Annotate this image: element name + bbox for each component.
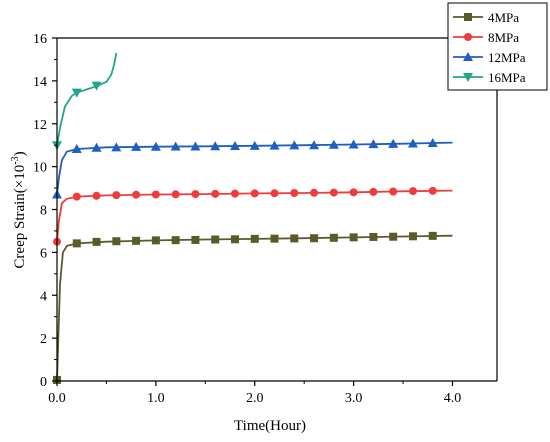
axes: [56, 37, 498, 382]
y-tick-label: 2: [40, 332, 47, 347]
data-point-8mpa: [310, 188, 319, 197]
data-point-16mpa: [71, 88, 82, 98]
data-point-8mpa: [171, 190, 180, 199]
data-point-12mpa: [368, 139, 379, 149]
ticks: 0.0 1.0 2.0 3.0 4.0 0 2 4 6 8 10 12 14 16: [33, 32, 461, 406]
data-point-4mpa: [132, 236, 141, 245]
data-point-8mpa: [369, 187, 378, 196]
series-4mpa: [53, 231, 453, 384]
data-point-8mpa: [191, 190, 200, 199]
data-point-4mpa: [211, 235, 220, 244]
y-axis-title-main: Creep Strain(×10: [12, 165, 28, 269]
y-tick-label: 6: [40, 246, 47, 261]
series-12mpa: [52, 138, 453, 199]
x-tick-label: 3.0: [345, 391, 363, 406]
data-point-8mpa: [389, 187, 398, 196]
data-point-8mpa: [230, 189, 239, 198]
data-point-12mpa: [348, 139, 359, 149]
data-point-12mpa: [131, 141, 142, 151]
series-line-16mpa: [56, 52, 118, 146]
x-tick-label: 2.0: [246, 391, 264, 406]
data-point-12mpa: [150, 141, 161, 151]
legend-marker: [464, 33, 472, 41]
data-point-8mpa: [428, 186, 437, 195]
data-point-8mpa: [112, 191, 121, 200]
legend-marker: [464, 13, 472, 21]
legend-label: 16MPa: [488, 70, 526, 85]
legend-label: 12MPa: [488, 50, 526, 65]
data-point-4mpa: [290, 234, 299, 243]
data-point-4mpa: [389, 232, 398, 241]
y-axis-title-close: ): [12, 151, 28, 156]
legend-label: 4MPa: [488, 10, 519, 25]
data-point-4mpa: [408, 232, 417, 241]
data-point-12mpa: [249, 140, 260, 150]
y-tick-label: 16: [33, 32, 47, 47]
data-point-4mpa: [428, 231, 437, 240]
y-tick-label: 14: [33, 75, 47, 90]
data-point-4mpa: [191, 235, 200, 244]
data-point-4mpa: [92, 237, 101, 246]
data-point-4mpa: [349, 233, 358, 242]
y-tick-label: 8: [40, 204, 47, 219]
data-point-4mpa: [250, 234, 259, 243]
data-point-8mpa: [349, 188, 358, 197]
data-point-4mpa: [171, 236, 180, 245]
x-tick-label: 4.0: [444, 391, 462, 406]
data-point-8mpa: [270, 189, 279, 198]
legend-label: 8MPa: [488, 30, 519, 45]
data-point-8mpa: [329, 188, 338, 197]
x-axis-title: Time(Hour): [234, 418, 306, 434]
legend-marker: [463, 52, 473, 61]
data-point-4mpa: [270, 234, 279, 243]
data-point-12mpa: [71, 144, 82, 154]
data-point-12mpa: [427, 138, 438, 148]
data-point-12mpa: [229, 141, 240, 151]
data-point-8mpa: [250, 189, 259, 198]
data-point-12mpa: [289, 140, 300, 150]
data-point-4mpa: [329, 233, 338, 242]
data-point-8mpa: [132, 190, 141, 199]
data-point-12mpa: [91, 142, 102, 152]
data-point-8mpa: [290, 188, 299, 197]
series-layer: [52, 52, 453, 384]
data-point-12mpa: [210, 141, 221, 151]
series-16mpa: [52, 52, 118, 151]
data-point-4mpa: [310, 234, 319, 243]
legend: 4MPa 8MPa 12MPa 16MPa: [447, 2, 548, 91]
data-point-4mpa: [230, 235, 239, 244]
data-point-16mpa: [91, 81, 102, 91]
data-point-12mpa: [111, 142, 122, 152]
x-tick-label: 1.0: [147, 391, 165, 406]
data-point-12mpa: [190, 141, 201, 151]
data-point-12mpa: [269, 140, 280, 150]
data-point-4mpa: [151, 236, 160, 245]
y-tick-label: 4: [40, 289, 47, 304]
data-point-8mpa: [408, 187, 417, 196]
data-point-12mpa: [170, 141, 181, 151]
series-line-4mpa: [56, 234, 453, 382]
data-point-12mpa: [309, 140, 320, 150]
data-point-4mpa: [369, 232, 378, 241]
data-point-8mpa: [72, 192, 81, 201]
data-point-4mpa: [72, 239, 81, 248]
data-point-4mpa: [112, 237, 121, 246]
y-tick-label: 0: [40, 375, 47, 390]
y-axis-title: Creep Strain(×10-3): [10, 151, 28, 268]
data-point-8mpa: [151, 190, 160, 199]
data-point-12mpa: [407, 138, 418, 148]
data-point-8mpa: [211, 189, 220, 198]
y-axis-title-superscript: -3: [10, 156, 21, 164]
x-tick-label: 0.0: [48, 391, 66, 406]
data-point-12mpa: [388, 138, 399, 148]
data-point-12mpa: [328, 139, 339, 149]
y-tick-label: 12: [33, 118, 47, 133]
series-8mpa: [53, 186, 453, 246]
data-point-8mpa: [92, 191, 101, 200]
legend-marker: [463, 73, 473, 82]
y-tick-label: 10: [33, 161, 47, 176]
